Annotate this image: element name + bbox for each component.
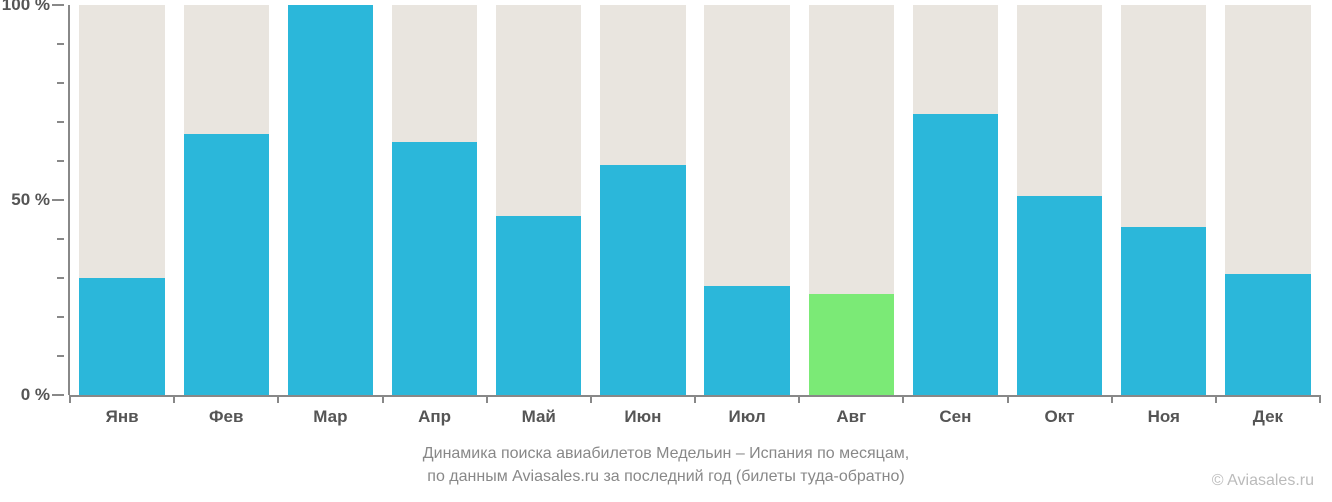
chart-container: 0 %50 %100 % ЯнвФевМарАпрМайИюнИюлАвгСен… — [0, 0, 1332, 502]
y-axis-minor-tick — [57, 316, 64, 318]
bar — [704, 286, 789, 395]
x-axis-label: Окт — [1045, 407, 1075, 427]
bar-slot — [600, 5, 685, 395]
watermark: © Aviasales.ru — [1212, 472, 1314, 490]
caption-line-1: Динамика поиска авиабилетов Медельин – И… — [0, 445, 1332, 463]
bar-slot — [1121, 5, 1206, 395]
y-axis-minor-tick — [57, 43, 64, 45]
bar — [79, 278, 164, 395]
y-axis-minor-tick — [57, 238, 64, 240]
bar — [184, 134, 269, 395]
x-axis-label: Апр — [418, 407, 451, 427]
bar-slot — [1017, 5, 1102, 395]
bar-slot — [184, 5, 269, 395]
bars-layer — [70, 5, 1320, 395]
bar — [809, 294, 894, 395]
caption-line-2: по данным Aviasales.ru за последний год … — [0, 468, 1332, 486]
x-axis-label: Янв — [106, 407, 139, 427]
bar-slot — [288, 5, 373, 395]
y-axis-minor-tick — [57, 355, 64, 357]
x-axis-label: Май — [522, 407, 556, 427]
y-axis-minor-tick — [57, 277, 64, 279]
x-axis-label: Июл — [729, 407, 766, 427]
bar-slot — [1225, 5, 1310, 395]
y-axis-minor-tick — [57, 82, 64, 84]
x-axis: Янв Фев Мар Апр Май Июн Июл Авг Сен Окт Ноя Дек — [70, 395, 1320, 435]
bar-slot — [913, 5, 998, 395]
y-axis-major-tick — [52, 394, 64, 396]
bar-slot — [704, 5, 789, 395]
y-axis-label: 100 % — [2, 0, 50, 15]
x-axis-label: Фев — [209, 407, 243, 427]
bar — [392, 142, 477, 396]
y-axis-minor-tick — [57, 121, 64, 123]
y-axis-major-tick — [52, 4, 64, 6]
x-axis-label: Мар — [313, 407, 347, 427]
y-axis-label: 50 % — [11, 190, 50, 210]
bar — [1121, 227, 1206, 395]
bar-slot — [809, 5, 894, 395]
x-axis-label: Дек — [1253, 407, 1283, 427]
bar — [913, 114, 998, 395]
y-axis-line — [68, 5, 70, 395]
x-axis-label: Ноя — [1148, 407, 1180, 427]
y-axis-minor-tick — [57, 160, 64, 162]
y-axis-label: 0 % — [21, 385, 50, 405]
bar-slot — [496, 5, 581, 395]
bar — [496, 216, 581, 395]
x-axis-label: Авг — [836, 407, 866, 427]
bar-slot — [392, 5, 477, 395]
bar-slot — [79, 5, 164, 395]
y-axis: 0 %50 %100 % — [0, 5, 70, 395]
bar — [600, 165, 685, 395]
y-axis-major-tick — [52, 199, 64, 201]
x-axis-label: Сен — [939, 407, 971, 427]
x-axis-line — [70, 395, 1320, 397]
bar — [1225, 274, 1310, 395]
bar — [288, 5, 373, 395]
bar — [1017, 196, 1102, 395]
x-axis-label: Июн — [624, 407, 661, 427]
